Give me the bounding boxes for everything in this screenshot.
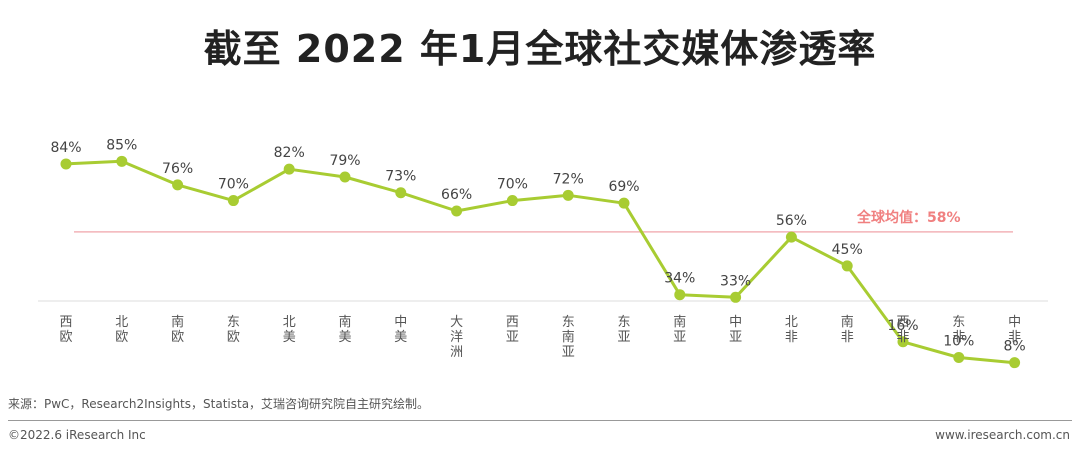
footer-divider <box>8 420 1072 421</box>
chart-title: 截至 2022 年1月全球社交媒体渗透率 <box>203 27 877 71</box>
x-tick-label: 中亚 <box>729 315 742 345</box>
x-tick-label: 南亚 <box>673 314 686 345</box>
x-tick-label: 东南亚 <box>562 315 575 360</box>
data-label: 84% <box>50 140 81 156</box>
copyright-text: ©2022.6 iResearch Inc <box>8 428 146 442</box>
data-label: 69% <box>608 179 639 195</box>
data-label: 79% <box>329 153 360 169</box>
data-label: 70% <box>218 177 249 193</box>
data-point <box>674 289 686 301</box>
data-point <box>785 231 797 243</box>
data-label: 8% <box>1003 339 1025 355</box>
x-tick-label: 西非 <box>896 315 909 345</box>
data-label: 82% <box>274 145 305 161</box>
data-label: 70% <box>497 177 528 193</box>
x-tick-label: 大洋洲 <box>450 315 463 360</box>
data-point <box>116 155 128 167</box>
x-tick-label: 东欧 <box>227 315 240 345</box>
data-point <box>953 351 965 363</box>
data-label: 56% <box>776 213 807 229</box>
data-label: 45% <box>832 242 863 258</box>
x-tick-label: 西欧 <box>59 315 72 345</box>
x-tick-label: 东亚 <box>617 315 630 345</box>
data-point <box>506 195 518 207</box>
x-tick-label: 东非 <box>952 315 965 345</box>
line-chart: 全球均值：58% 84% 85% 76% 70% 82% 79% 73% 66% 70% 72% 6… <box>38 137 1048 369</box>
x-tick-label: 西亚 <box>506 315 519 345</box>
data-point <box>339 171 351 183</box>
x-tick-label: 南美 <box>338 314 351 345</box>
data-label: 85% <box>106 137 137 153</box>
x-tick-label: 南欧 <box>171 314 184 345</box>
data-label: 73% <box>385 169 416 185</box>
data-point <box>562 189 574 201</box>
data-point <box>395 187 407 199</box>
data-label: 16% <box>887 318 918 334</box>
website-url: www.iresearch.com.cn <box>935 428 1070 442</box>
x-tick-label: 北非 <box>785 315 798 345</box>
data-point <box>451 205 463 217</box>
data-label: 33% <box>720 273 751 289</box>
x-tick-label: 北美 <box>283 315 296 345</box>
data-label: 72% <box>553 171 584 187</box>
series-line <box>65 159 1015 365</box>
data-points <box>60 155 1021 369</box>
data-label: 76% <box>162 161 193 177</box>
data-point <box>730 291 742 303</box>
data-point <box>60 158 72 170</box>
x-tick-label: 北欧 <box>115 315 128 345</box>
data-labels: 84% 85% 76% 70% 82% 79% 73% 66% 70% 72% 69% 34% 33% 5… <box>50 137 1025 354</box>
x-tick-label: 中美 <box>394 315 407 345</box>
data-point <box>172 179 184 191</box>
x-tick-label: 中非 <box>1008 315 1021 345</box>
data-point <box>227 195 239 207</box>
data-point <box>897 336 909 348</box>
data-point <box>618 197 630 209</box>
global-average-label: 全球均值：58% <box>856 209 961 226</box>
data-label: 10% <box>943 333 974 349</box>
source-note: 来源：PwC，Research2Insights，Statista，艾瑞咨询研究… <box>8 397 430 411</box>
x-tick-labels: 西欧 北欧 南欧 东欧 北美 南美 中美 大洋洲 西亚 东南亚 东亚 南亚 中亚 北非 南非 西非 东非 中非 <box>59 314 1021 360</box>
data-point <box>841 260 853 272</box>
data-point <box>1009 357 1021 369</box>
x-tick-label: 南非 <box>841 314 854 345</box>
data-label: 66% <box>441 187 472 203</box>
data-label: 34% <box>664 271 695 287</box>
data-point <box>283 163 295 175</box>
